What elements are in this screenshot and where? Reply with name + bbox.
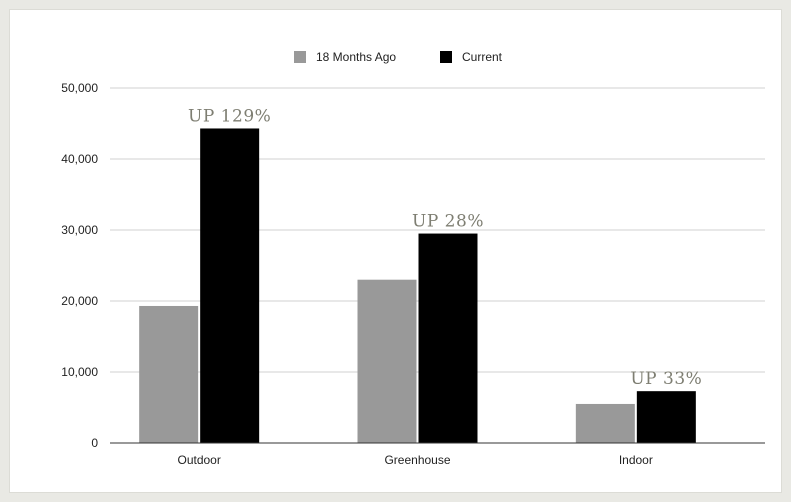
- x-tick-label-indoor: Indoor: [619, 453, 653, 467]
- y-tick-label-1: 10,000: [61, 365, 98, 379]
- y-tick-label-3: 30,000: [61, 223, 98, 237]
- x-axis-categories: Outdoor Greenhouse Indoor: [177, 453, 652, 467]
- x-tick-label-greenhouse: Greenhouse: [384, 453, 450, 467]
- chart-frame: 0 10,000 20,000 30,000 40,000 50,000 UP 129% U…: [10, 10, 781, 492]
- bar-outdoor-current: [200, 128, 260, 443]
- legend-swatch-1: [440, 51, 452, 63]
- bar-greenhouse-current: [418, 233, 478, 443]
- legend-label-0: 18 Months Ago: [316, 50, 396, 64]
- y-tick-label-2: 20,000: [61, 294, 98, 308]
- annotation-outdoor: UP 129%: [188, 106, 271, 126]
- bar-indoor-18-months-ago: [575, 403, 635, 443]
- legend-label-1: Current: [462, 50, 503, 64]
- bar-outdoor-18-months-ago: [139, 305, 199, 443]
- bars: [139, 128, 696, 443]
- bar-indoor-current: [636, 391, 696, 443]
- legend-swatch-0: [294, 51, 306, 63]
- y-tick-label-4: 40,000: [61, 152, 98, 166]
- y-axis-ticks: 0 10,000 20,000 30,000 40,000 50,000: [61, 81, 98, 450]
- annotation-indoor: UP 33%: [630, 369, 702, 389]
- bar-greenhouse-18-months-ago: [357, 279, 417, 443]
- legend: 18 Months Ago Current: [294, 50, 503, 64]
- x-tick-label-outdoor: Outdoor: [177, 453, 220, 467]
- y-tick-label-5: 50,000: [61, 81, 98, 95]
- y-tick-label-0: 0: [91, 436, 98, 450]
- annotations: UP 129% UP 28% UP 33%: [188, 106, 702, 389]
- annotation-greenhouse: UP 28%: [412, 212, 484, 232]
